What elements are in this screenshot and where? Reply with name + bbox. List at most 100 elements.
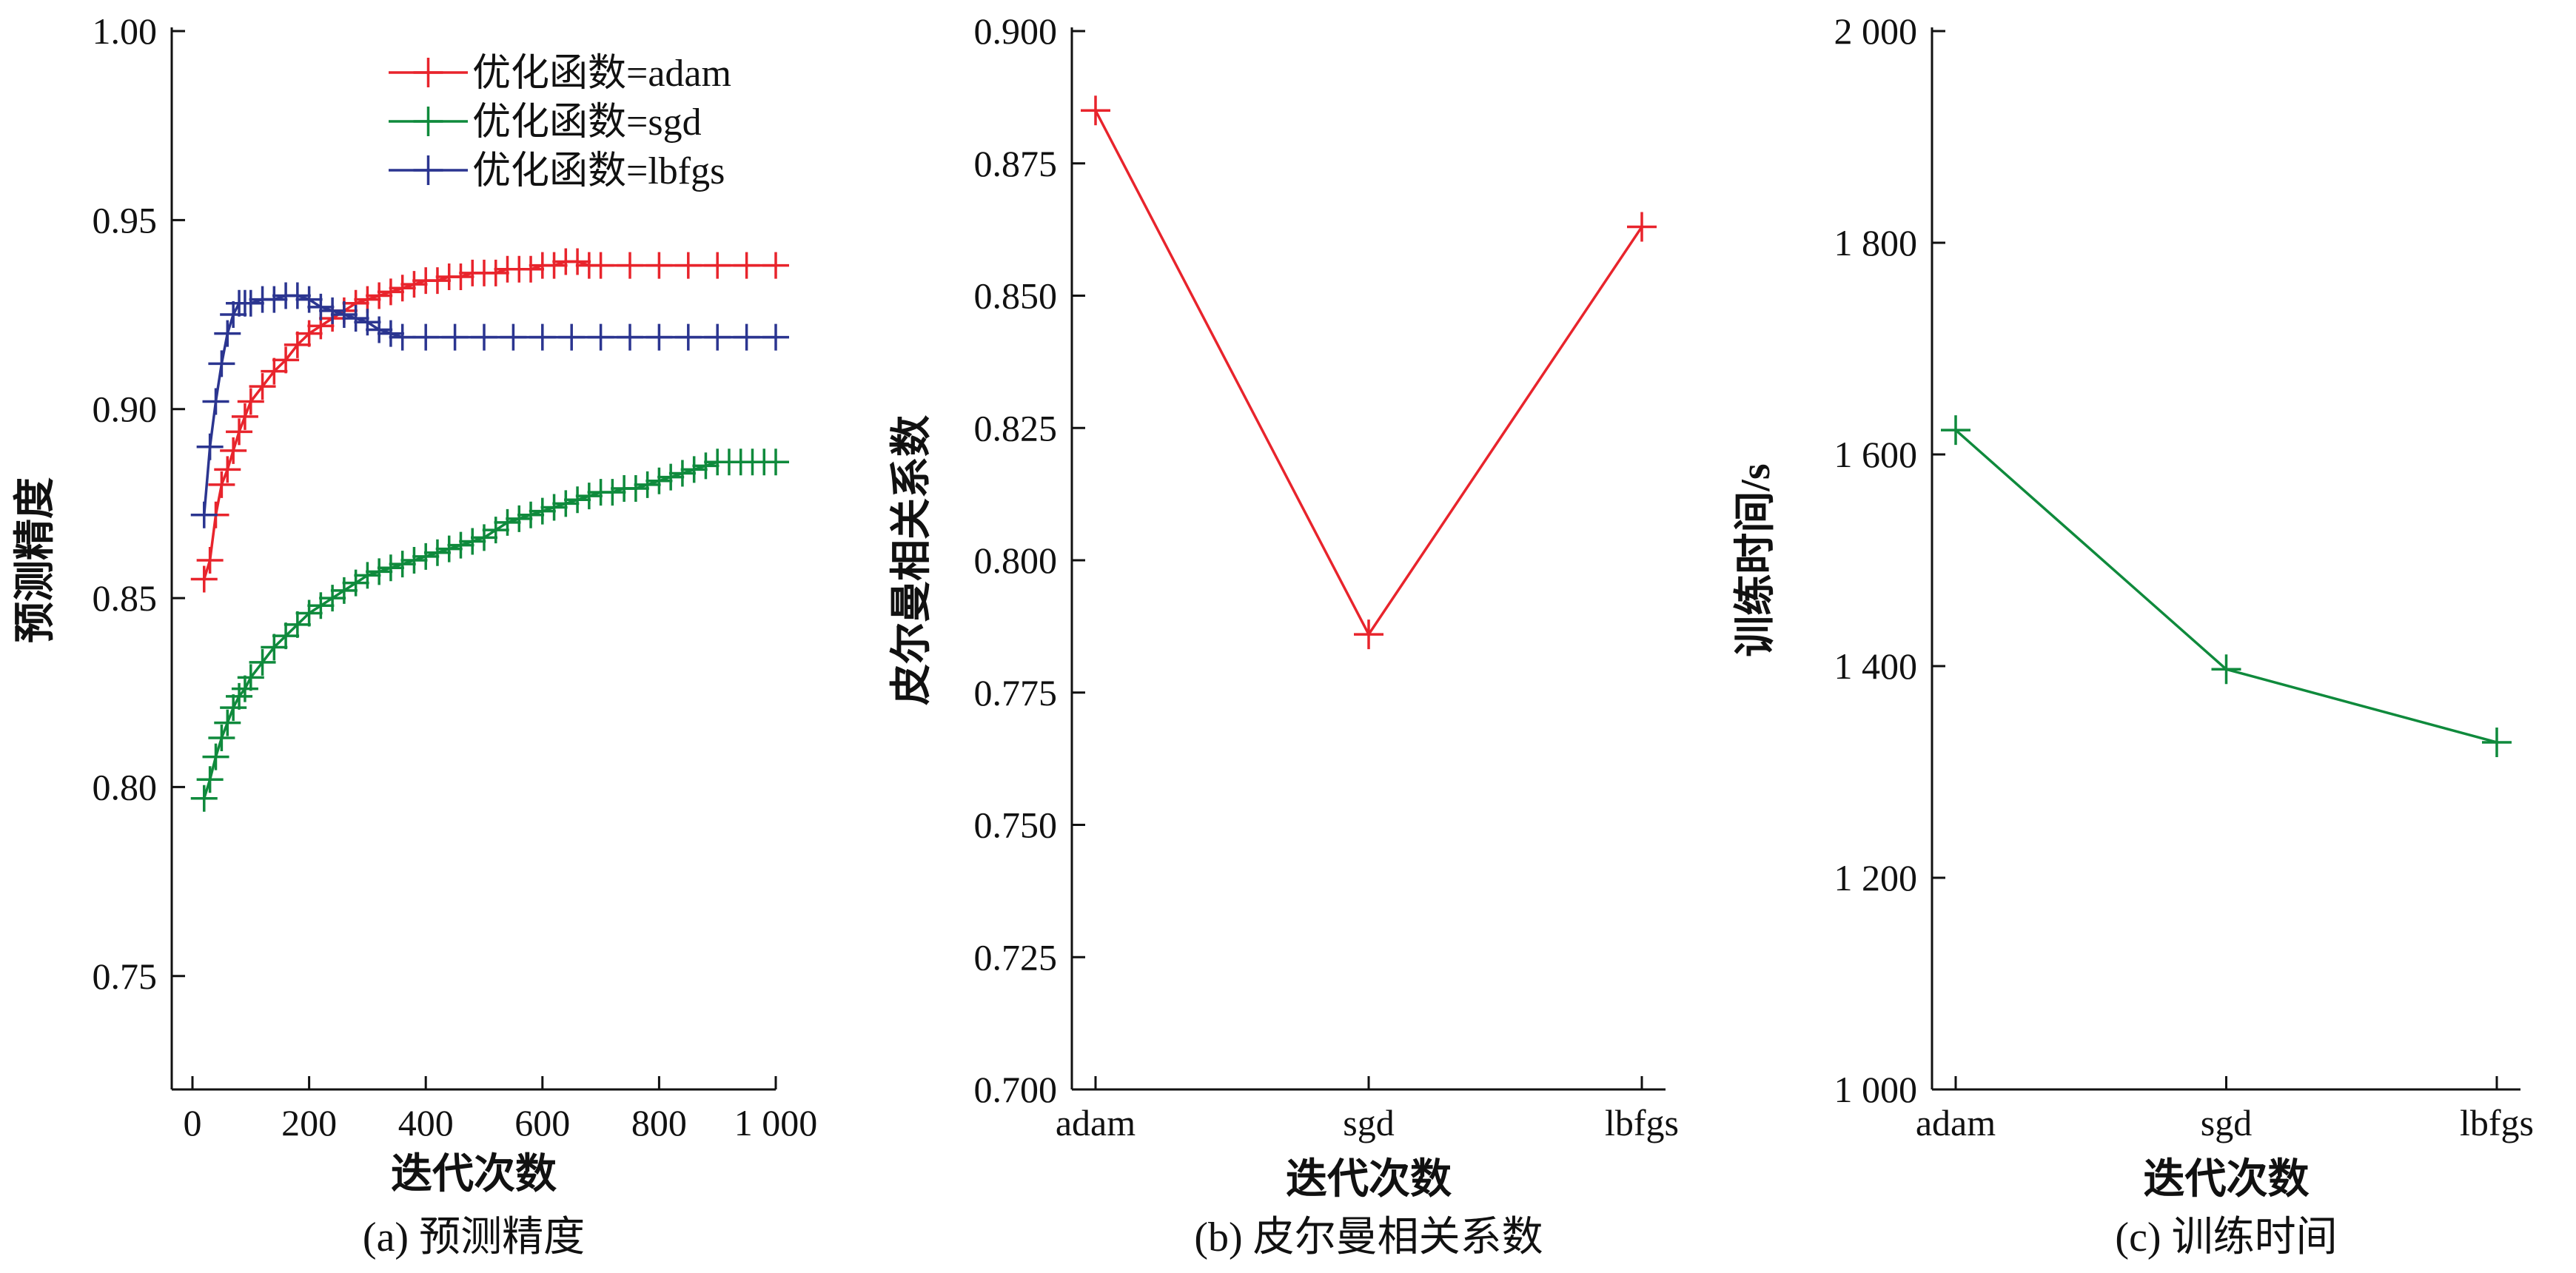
series-line: [203, 460, 776, 799]
data-point: [220, 694, 247, 722]
legend-label: 优化函数=adam: [472, 53, 731, 95]
y-axis-label: 预测精度: [13, 477, 58, 643]
data-point: [202, 388, 229, 415]
data-point: [634, 471, 661, 498]
data-point: [295, 320, 323, 347]
legend-marker: [413, 58, 443, 87]
data-point: [295, 599, 323, 627]
data-point: [202, 743, 229, 770]
data-point: [307, 293, 335, 320]
data-point: [307, 592, 335, 619]
data-point: [342, 569, 369, 597]
data-point: [237, 388, 264, 415]
legend: 优化函数=adam 优化函数=sgd 优化函数=lbfgs: [389, 53, 731, 192]
data-point: [494, 508, 521, 536]
data-point: [208, 350, 235, 377]
data-point: [190, 785, 218, 812]
y-tick-label: 0.825: [974, 407, 1058, 449]
y-tick-label: 1 200: [1834, 857, 1918, 899]
y-tick-label: 1 600: [1834, 434, 1918, 475]
data-point: [645, 323, 673, 351]
y-tick-label: 1 000: [1834, 1069, 1918, 1110]
x-axis-label: 迭代次数: [2144, 1157, 2310, 1203]
data-point: [214, 709, 241, 736]
data-point: [354, 562, 381, 589]
data-point: [377, 320, 404, 347]
data-point: [482, 517, 509, 544]
data-point: [196, 433, 224, 460]
data-point: [1081, 95, 1110, 126]
y-axis-label: 训练时间/s: [1733, 463, 1779, 656]
data-point: [482, 259, 509, 286]
chart-caption: (b) 皮尔曼相关系数: [1194, 1215, 1543, 1260]
data-point: [564, 486, 591, 514]
data-point: [692, 452, 720, 480]
legend-marker: [413, 155, 443, 185]
data-point: [674, 252, 702, 279]
data-point: [272, 346, 300, 374]
y-tick-label: 0.900: [974, 10, 1058, 52]
data-point: [459, 528, 486, 555]
data-point: [529, 497, 556, 525]
data-point: [249, 373, 276, 400]
data-point: [529, 323, 556, 351]
legend-entry-sgd: 优化函数=sgd: [389, 101, 702, 144]
legend-marker: [413, 107, 443, 136]
data-point: [389, 323, 416, 351]
chart-caption: (c) 训练时间: [2115, 1215, 2337, 1260]
data-point: [435, 535, 463, 562]
data-point: [423, 539, 451, 566]
data-point: [564, 248, 591, 275]
data-point: [733, 252, 760, 279]
y-axis-label: 皮尔曼相关系数: [889, 415, 935, 705]
data-point: [447, 531, 474, 559]
x-tick-label: sgd: [2201, 1102, 2252, 1143]
y-tick-label: 0.800: [974, 540, 1058, 581]
data-point: [354, 309, 381, 336]
y-tick-label: 0.775: [974, 672, 1058, 713]
x-tick-label: 400: [398, 1102, 454, 1143]
data-point: [342, 305, 369, 332]
data-point: [1354, 619, 1383, 650]
data-point: [226, 418, 253, 446]
data-point: [284, 282, 311, 309]
data-point: [471, 323, 497, 351]
series-sgd: [190, 449, 789, 812]
data-point: [517, 501, 545, 528]
data-point: [1941, 415, 1970, 446]
data-point: [261, 357, 288, 385]
series-line: [1954, 429, 2498, 744]
x-tick-label: lbfgs: [1605, 1102, 1679, 1143]
y-tick-label: 1 400: [1834, 645, 1918, 687]
y-tick-label: 0.90: [93, 389, 158, 430]
data-point: [214, 456, 241, 483]
data-point: [762, 323, 789, 351]
y-tick-label: 0.700: [974, 1069, 1058, 1110]
data-point: [471, 524, 497, 551]
x-tick-label: 200: [281, 1102, 337, 1143]
y-tick-label: 1.00: [93, 10, 158, 52]
data-point: [377, 554, 404, 582]
data-point: [558, 323, 586, 351]
data-point: [587, 323, 614, 351]
data-point: [441, 323, 469, 351]
x-tick-label: 1 000: [734, 1102, 818, 1143]
data-point: [237, 289, 264, 317]
x-tick-label: adam: [1056, 1102, 1136, 1143]
data-point: [284, 611, 311, 638]
data-point: [552, 490, 580, 517]
data-point: [354, 286, 381, 313]
data-point: [680, 456, 708, 483]
data-point: [231, 403, 258, 430]
data-point: [517, 255, 545, 283]
data-point: [190, 565, 218, 593]
legend-entry-lbfgs: 优化函数=lbfgs: [389, 150, 725, 192]
data-point: [366, 558, 393, 585]
data-point: [762, 449, 789, 476]
data-point: [645, 252, 673, 279]
data-point: [500, 323, 527, 351]
data-point: [389, 551, 416, 578]
x-tick-label: lbfgs: [2460, 1102, 2534, 1143]
x-axis-label: 迭代次数: [1286, 1157, 1452, 1203]
series-adam: [1081, 95, 1657, 650]
